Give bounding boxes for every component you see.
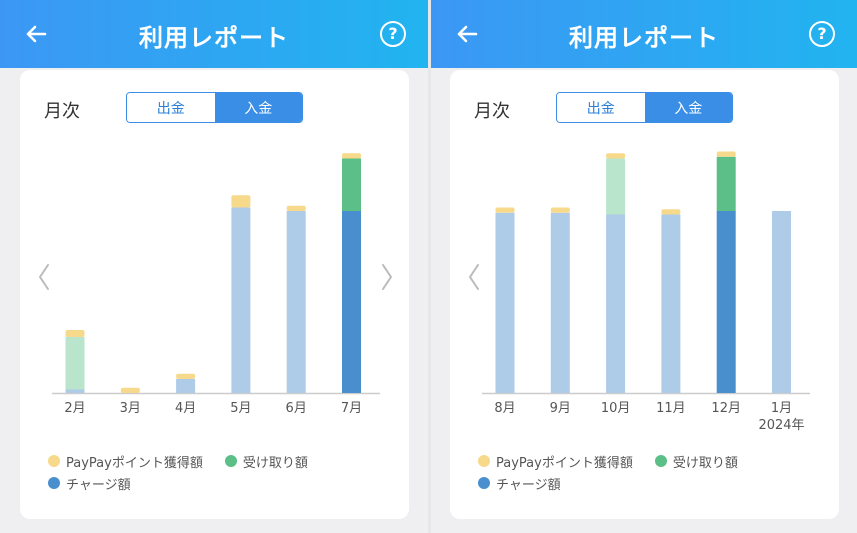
type-toggle: 出金 入金 [556, 92, 733, 123]
bar-segment-charge[interactable] [495, 212, 515, 393]
help-button[interactable]: ? [380, 21, 406, 47]
deposit-tab[interactable]: 入金 [644, 93, 732, 122]
chevron-right-icon[interactable] [382, 264, 392, 290]
bar-segment-received[interactable] [65, 337, 85, 390]
chevron-left-icon[interactable] [469, 264, 479, 290]
legend-label-points: PayPayポイント獲得額 [66, 455, 203, 471]
period-label: 月次 [474, 101, 510, 122]
x-tick-label: 8月 [494, 401, 515, 416]
bar-segment-charge[interactable] [286, 211, 306, 393]
points-dot-icon [478, 455, 490, 467]
bar-segment-received[interactable] [716, 156, 736, 211]
x-tick-label: 5月 [230, 401, 251, 416]
bar-segment-points[interactable] [286, 205, 306, 211]
bar-segment-points[interactable] [606, 153, 626, 159]
report-panel-left: 利用レポート ? 月次 出金 入金 2月 3月 4月 5月 6月 7月 PayPayポイン… [0, 0, 428, 533]
points-dot-icon [48, 455, 60, 467]
bar-segment-charge[interactable] [550, 212, 570, 393]
deposit-tab[interactable]: 入金 [214, 93, 302, 122]
arrow-left-icon [457, 25, 478, 43]
legend-label-received: 受け取り額 [242, 455, 308, 471]
page-title: 利用レポート [569, 24, 719, 52]
bar-segment-points[interactable] [176, 373, 196, 379]
bar-segment-charge[interactable] [231, 207, 251, 394]
x-tick-label: 1月 [771, 401, 792, 416]
legend-label-charge: チャージ額 [496, 477, 561, 493]
deposit-bar-chart: 8月 9月 10月 11月 12月 1月 2024年 [469, 151, 810, 433]
bar-segment-points[interactable] [495, 207, 515, 213]
withdrawal-tab[interactable]: 出金 [557, 93, 645, 122]
bar-segment-charge[interactable] [772, 211, 791, 393]
bar-segment-points[interactable] [120, 387, 140, 393]
x-tick-label: 3月 [120, 401, 141, 416]
bar-segment-points[interactable] [65, 330, 85, 337]
x-tick-label: 7月 [341, 401, 362, 416]
app-header: 利用レポート ? [431, 0, 857, 68]
bar-segment-received[interactable] [342, 158, 361, 212]
legend-item-received: 受け取り額 [654, 452, 738, 471]
arrow-left-icon [26, 25, 47, 43]
chart-legend: PayPayポイント獲得額 受け取り額 チャージ額 [48, 450, 330, 494]
page-title: 利用レポート [139, 24, 289, 52]
report-panel-right: 利用レポート ? 月次 出金 入金 8月 9月 10月 11月 12月 1月 2024年 P… [431, 0, 857, 533]
x-tick-label: 6月 [286, 401, 307, 416]
legend-label-points: PayPayポイント獲得額 [496, 455, 633, 471]
x-tick-label: 10月 [601, 401, 631, 416]
bar-segment-charge[interactable] [176, 379, 196, 393]
charge-dot-icon [478, 477, 490, 489]
bar-segment-charge[interactable] [65, 389, 85, 394]
deposit-bar-chart: 2月 3月 4月 5月 6月 7月 [39, 153, 392, 416]
report-card: 月次 出金 入金 2月 3月 4月 5月 6月 7月 PayPayポイント獲得額 受け取り… [20, 70, 409, 519]
x-tick-label: 11月 [656, 401, 686, 416]
x-tick-sublabel: 2024年 [758, 418, 804, 433]
bar-segment-points[interactable] [661, 209, 681, 215]
bar-segment-received[interactable] [606, 158, 626, 215]
legend-item-charge: チャージ額 [478, 474, 561, 493]
back-button[interactable] [22, 20, 50, 48]
legend-item-charge: チャージ額 [48, 474, 131, 493]
type-toggle: 出金 入金 [126, 92, 303, 123]
charge-dot-icon [48, 477, 60, 489]
app-header: 利用レポート ? [0, 0, 428, 68]
report-card: 月次 出金 入金 8月 9月 10月 11月 12月 1月 2024年 PayPayポイント… [450, 70, 839, 519]
back-button[interactable] [453, 20, 481, 48]
bar-segment-points[interactable] [550, 207, 570, 213]
x-tick-label: 9月 [550, 401, 571, 416]
x-tick-label: 4月 [175, 401, 196, 416]
legend-item-points: PayPayポイント獲得額 [48, 452, 203, 471]
received-dot-icon [224, 455, 237, 467]
x-tick-label: 2月 [64, 401, 85, 416]
legend-label-charge: チャージ額 [66, 477, 131, 493]
legend-label-received: 受け取り額 [672, 455, 738, 471]
period-label: 月次 [44, 101, 80, 122]
legend-item-received: 受け取り額 [224, 452, 308, 471]
withdrawal-tab[interactable]: 出金 [127, 93, 215, 122]
bar-segment-charge[interactable] [716, 211, 736, 393]
legend-item-points: PayPayポイント獲得額 [478, 452, 633, 471]
x-tick-label: 12月 [711, 401, 741, 416]
chevron-left-icon[interactable] [39, 264, 49, 290]
bar-segment-charge[interactable] [342, 211, 361, 393]
chart-legend: PayPayポイント獲得額 受け取り額 チャージ額 [478, 450, 760, 494]
bar-segment-points[interactable] [342, 153, 361, 159]
bar-segment-points[interactable] [231, 195, 251, 208]
received-dot-icon [654, 455, 667, 467]
bar-segment-charge[interactable] [606, 214, 626, 394]
help-button[interactable]: ? [809, 21, 835, 47]
bar-segment-charge[interactable] [661, 214, 681, 394]
bar-segment-points[interactable] [716, 151, 736, 157]
